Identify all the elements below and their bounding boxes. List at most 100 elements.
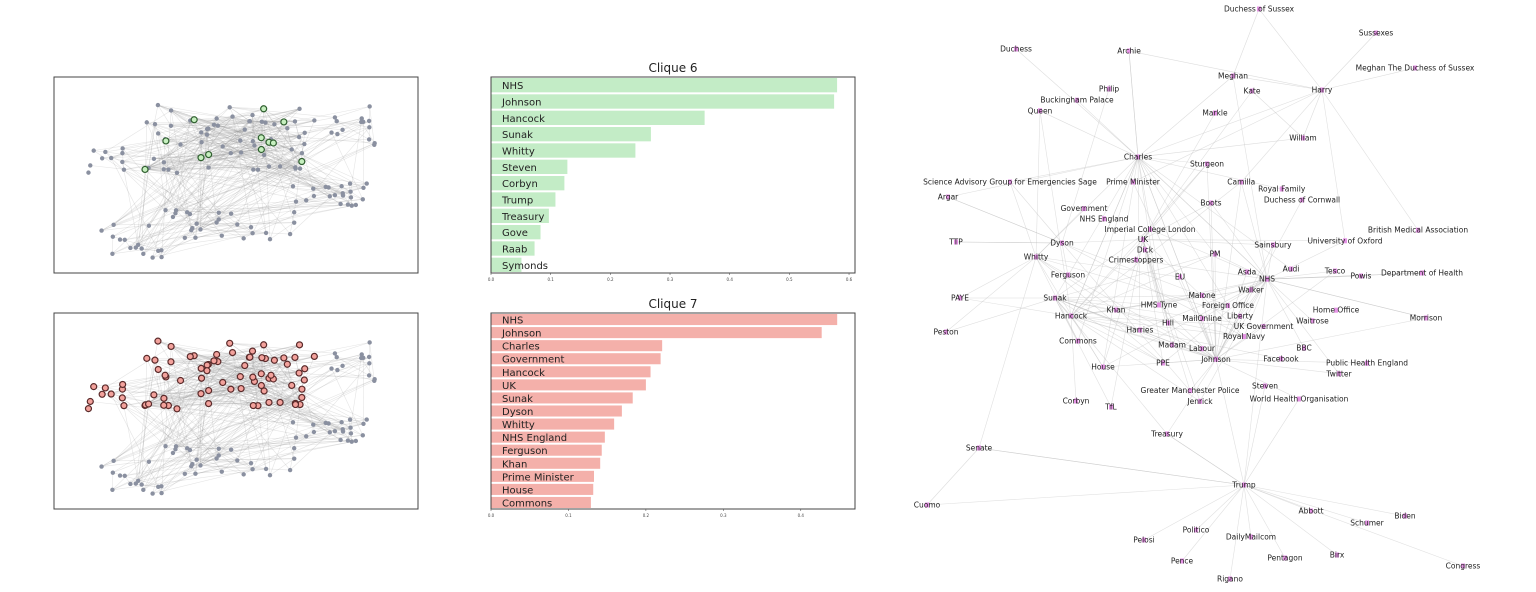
network-node-label: Liberty: [1227, 312, 1254, 321]
network-node-label: Archie: [1117, 47, 1141, 56]
graph-edge: [122, 397, 335, 432]
network-edge: [1115, 278, 1268, 311]
bar-label: UK: [502, 381, 516, 392]
clique-node: [236, 373, 244, 381]
graph-edge: [154, 123, 288, 129]
graph-edge: [113, 408, 178, 462]
bar: [491, 208, 549, 223]
network-edge: [1142, 202, 1212, 240]
graph-edge: [222, 357, 250, 383]
network-edge: [1215, 317, 1427, 360]
network-node: [1263, 383, 1267, 389]
network-node: [1138, 327, 1142, 333]
clique-node: [204, 399, 213, 408]
network-node: [1209, 200, 1213, 206]
graph-edge: [222, 363, 288, 383]
network-edge: [1243, 385, 1266, 486]
bar: [491, 314, 838, 326]
graph-edge: [175, 120, 370, 214]
network-edge: [1070, 315, 1173, 346]
graph-edge: [112, 142, 375, 255]
network-node: [1261, 323, 1266, 329]
graph-edge: [252, 121, 263, 142]
clique-6-network: [53, 76, 419, 274]
clique-node: [288, 381, 296, 390]
network-node-label: Foreign Office: [1202, 301, 1254, 310]
bar: [491, 444, 602, 456]
graph-node: [110, 251, 115, 256]
graph-edge: [143, 128, 209, 254]
network-edge: [1215, 359, 1340, 375]
graph-node: [150, 255, 155, 260]
clique-node: [269, 139, 277, 147]
network-node-label: PPE: [1156, 359, 1170, 368]
graph-edge: [201, 132, 330, 197]
network-node: [1142, 537, 1146, 543]
network-node-label: PM: [1210, 250, 1221, 259]
graph-node: [340, 427, 345, 432]
graph-edge: [144, 105, 159, 170]
clique-node: [205, 150, 213, 159]
network-edge: [1035, 256, 1164, 364]
graph-node: [121, 167, 127, 172]
graph-edge: [111, 129, 245, 159]
graph-edge: [253, 169, 342, 187]
network-edge: [1215, 244, 1274, 360]
graph-edge: [135, 404, 146, 484]
network-node-label: Sainsbury: [1254, 241, 1292, 250]
graph-node: [311, 422, 316, 427]
bar-label: NHS: [502, 316, 523, 327]
graph-edge: [144, 169, 178, 174]
graph-edge: [158, 369, 181, 381]
graph-edge: [336, 120, 370, 128]
graph-edge: [102, 106, 370, 159]
network-edge: [1102, 278, 1268, 368]
graph-node: [182, 471, 188, 476]
graph-edge: [200, 144, 375, 230]
graph-edge: [163, 355, 195, 399]
graph-edge: [165, 140, 262, 150]
network-nodes: [925, 6, 1465, 582]
clique-node: [210, 357, 218, 365]
network-edge: [1054, 297, 1164, 364]
graph-edge: [176, 440, 356, 447]
network-node: [1109, 404, 1113, 410]
graph-node: [348, 195, 354, 200]
graph-edge: [217, 108, 264, 126]
graph-node: [297, 166, 303, 171]
network-node-label: Rigano: [1217, 575, 1243, 584]
graph-edge: [216, 458, 267, 470]
graph-edge: [154, 360, 166, 447]
clique-node: [298, 393, 306, 402]
graph-node: [359, 116, 364, 121]
x-tick-label: 0.1: [565, 513, 572, 518]
clique-node: [237, 384, 245, 393]
graph-edge: [124, 423, 364, 477]
network-node: [1082, 206, 1086, 212]
bar-label: Khan: [502, 459, 527, 470]
graph-edge: [196, 183, 367, 224]
network-node-label: HMS Tyne: [1141, 301, 1178, 310]
bar-label: Raab: [502, 245, 527, 256]
graph-node: [340, 191, 345, 196]
graph-node: [323, 184, 328, 190]
graph-node: [292, 456, 297, 461]
bar-label: Ferguson: [502, 446, 548, 457]
graph-node: [133, 481, 139, 486]
graph-node: [141, 487, 146, 493]
graph-edge: [110, 157, 166, 211]
graph-node: [184, 446, 190, 451]
graph-edge: [229, 343, 251, 358]
network-edge: [955, 241, 1063, 244]
graph-edge: [137, 172, 178, 245]
graph-node: [99, 156, 105, 161]
graph-edge: [200, 465, 291, 471]
graph-node: [304, 198, 309, 203]
graph-edge: [112, 121, 296, 237]
graph-edge: [168, 379, 305, 406]
network-edge: [1215, 359, 1300, 400]
clique-node: [257, 370, 265, 378]
graph-edge: [184, 356, 370, 475]
graph-edge: [105, 346, 172, 389]
network-edge: [1251, 90, 1304, 139]
